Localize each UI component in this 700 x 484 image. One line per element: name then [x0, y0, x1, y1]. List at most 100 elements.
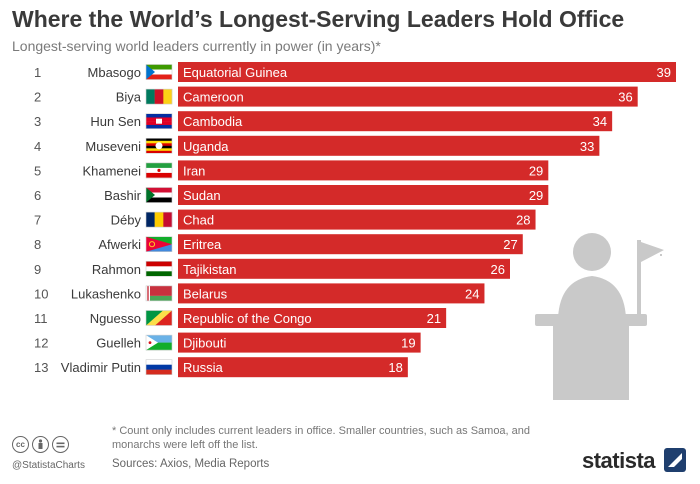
leader-label: Nguesso [90, 311, 141, 326]
chart-row: 4 Museveni Uganda 33 [34, 135, 600, 156]
chart-row: 12 Guelleh Djibouti 19 [34, 332, 421, 353]
country-label: Sudan [183, 188, 221, 203]
chart-row: 8 Afwerki Eritrea 27 [34, 234, 523, 255]
country-label: Uganda [183, 139, 229, 154]
leader-label: Guelleh [96, 336, 141, 351]
value-label: 29 [529, 188, 543, 203]
bar [178, 135, 600, 156]
country-label: Eritrea [183, 237, 222, 252]
belarus-flag-icon [145, 285, 173, 302]
chart-subtitle: Longest-serving world leaders currently … [12, 38, 381, 54]
rank-label: 5 [34, 163, 41, 178]
rank-label: 8 [34, 237, 41, 252]
chart-title: Where the World’s Longest-Serving Leader… [12, 6, 625, 32]
bar [178, 234, 523, 255]
value-label: 18 [388, 360, 402, 375]
bar [178, 160, 549, 181]
leader-label: Bashir [104, 188, 142, 203]
russia-flag-icon [145, 359, 173, 376]
country-label: Equatorial Guinea [183, 65, 288, 80]
iran-flag-icon [145, 162, 173, 179]
sudan-flag-icon [145, 187, 173, 203]
rank-label: 4 [34, 139, 41, 154]
chart-row: 6 Bashir Sudan 29 [34, 185, 549, 205]
rank-label: 11 [34, 311, 48, 326]
equatorial-guinea-flag-icon [145, 64, 173, 80]
chart-row: 3 Hun Sen Cambodia 34 [34, 111, 613, 132]
country-label: Cambodia [183, 114, 243, 129]
bar [178, 357, 408, 378]
rank-label: 9 [34, 262, 41, 277]
chart-row: 7 Déby Chad 28 [34, 209, 536, 230]
value-label: 21 [427, 311, 441, 326]
chart-row: 9 Rahmon Tajikistan 26 [34, 258, 510, 279]
rank-label: 1 [34, 65, 41, 80]
congo-flag-icon [145, 310, 173, 326]
uganda-flag-icon [145, 138, 173, 154]
country-label: Iran [183, 163, 205, 178]
bar [178, 209, 536, 230]
bar [178, 283, 485, 304]
rank-label: 2 [34, 90, 41, 105]
chart-rows: 1 Mbasogo Equatorial Guinea 392 Biya Cameroon… [34, 62, 676, 378]
country-label: Russia [183, 360, 224, 375]
value-label: 29 [529, 163, 543, 178]
chart-row: 5 Khamenei Iran 29 [34, 160, 549, 181]
bar [178, 111, 613, 132]
leader-label: Khamenei [82, 163, 141, 178]
cameroon-flag-icon [145, 88, 173, 105]
license-icons: cc [12, 436, 69, 453]
value-label: 34 [593, 114, 607, 129]
value-label: 19 [401, 336, 415, 351]
bar [178, 258, 510, 279]
djibouti-flag-icon [145, 334, 173, 351]
rank-label: 6 [34, 188, 41, 203]
sources-text: Sources: Axios, Media Reports [112, 458, 270, 470]
chart-row: 2 Biya Cameroon 36 [34, 86, 638, 107]
leader-label: Hun Sen [90, 114, 141, 129]
country-label: Tajikistan [183, 262, 236, 277]
bar [178, 62, 676, 82]
statista-handle: @StatistaCharts [12, 460, 85, 471]
leader-label: Biya [116, 90, 142, 105]
value-label: 26 [491, 262, 505, 277]
no-derivatives-icon [52, 436, 69, 453]
bar-chart: 1 Mbasogo Equatorial Guinea 392 Biya Cameroon… [34, 62, 676, 400]
country-label: Chad [183, 213, 214, 228]
statista-logo: statista [582, 448, 656, 473]
bar [178, 86, 638, 107]
leader-label: Museveni [85, 139, 141, 154]
chart-row: 13 Vladimir Putin Russia 18 [34, 357, 408, 378]
chart-row: 11 Nguesso Republic of the Congo 21 [34, 308, 447, 328]
bar [178, 308, 447, 328]
country-label: Belarus [183, 286, 228, 301]
value-label: 33 [580, 139, 594, 154]
chart-row: 10 Lukashenko Belarus 24 [34, 283, 485, 304]
chart-row: 1 Mbasogo Equatorial Guinea 39 [34, 62, 676, 82]
value-label: 24 [465, 286, 479, 301]
rank-label: 12 [34, 336, 48, 351]
rank-label: 7 [34, 213, 41, 228]
value-label: 39 [657, 65, 671, 80]
attribution-icon [32, 436, 49, 453]
value-label: 27 [503, 237, 517, 252]
statista-logo-mark-icon [664, 448, 686, 472]
speaker-at-podium-icon [535, 233, 664, 400]
eritrea-flag-icon [145, 236, 173, 252]
footnote: * Count only includes current leaders in… [112, 425, 531, 451]
leader-label: Mbasogo [88, 65, 141, 80]
leader-label: Déby [111, 213, 142, 228]
leader-label: Rahmon [92, 262, 141, 277]
leader-label: Vladimir Putin [61, 360, 141, 375]
value-label: 36 [618, 90, 632, 105]
country-label: Djibouti [183, 336, 226, 351]
bar [178, 332, 421, 353]
tajikistan-flag-icon [145, 260, 173, 277]
leader-label: Lukashenko [71, 286, 141, 301]
rank-label: 10 [34, 286, 48, 301]
rank-label: 13 [34, 360, 48, 375]
cambodia-flag-icon [145, 113, 173, 129]
chad-flag-icon [145, 211, 173, 228]
bar [178, 185, 549, 205]
rank-label: 3 [34, 114, 41, 129]
